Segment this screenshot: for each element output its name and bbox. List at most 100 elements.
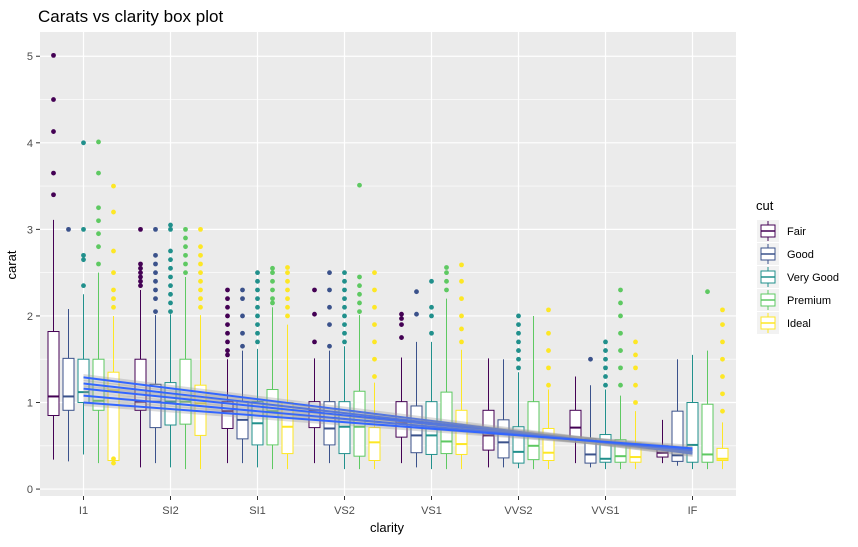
outlier-point	[444, 278, 449, 284]
outlier-point	[459, 278, 464, 284]
outlier-point	[372, 322, 377, 327]
box	[569, 376, 582, 464]
x-tick-label: SI2	[162, 505, 179, 517]
outlier-point	[198, 278, 203, 284]
outlier-point	[270, 296, 275, 302]
box	[716, 307, 729, 470]
series-good	[62, 226, 684, 468]
outlier-point	[459, 262, 464, 268]
outlier-point	[225, 304, 230, 310]
box-body	[368, 427, 381, 462]
outlier-point	[285, 313, 290, 319]
y-axis-label: carat	[4, 250, 19, 279]
box	[236, 287, 249, 464]
outlier-point	[516, 313, 521, 319]
outlier-point	[633, 339, 638, 345]
outlier-point	[198, 270, 203, 276]
outlier-point	[81, 283, 86, 289]
outlier-point	[285, 287, 290, 293]
outlier-point	[546, 307, 551, 313]
outlier-point	[342, 322, 347, 327]
outlier-point	[168, 309, 173, 315]
box-body	[671, 410, 684, 462]
outlier-point	[168, 283, 173, 289]
outlier-point	[153, 226, 158, 232]
outlier-point	[240, 330, 245, 336]
outlier-point	[546, 365, 551, 371]
outlier-point	[342, 339, 347, 345]
outlier-point	[444, 270, 449, 276]
outlier-point	[96, 170, 101, 176]
outlier-point	[516, 356, 521, 362]
box-body	[512, 426, 525, 464]
outlier-point	[138, 270, 143, 276]
outlier-point	[81, 226, 86, 232]
outlier-point	[399, 335, 404, 340]
outlier-point	[342, 304, 347, 310]
outlier-point	[603, 374, 608, 379]
outlier-point	[138, 274, 143, 280]
box-body	[542, 427, 555, 462]
outlier-point	[225, 313, 230, 319]
box-body	[149, 383, 162, 429]
x-tick-label: I1	[79, 505, 88, 517]
outlier-point	[183, 235, 188, 241]
outlier-point	[138, 226, 143, 232]
outlier-point	[516, 365, 521, 371]
outlier-point	[168, 274, 173, 280]
outlier-point	[312, 339, 317, 345]
outlier-point	[111, 248, 116, 254]
outlier-point	[516, 330, 521, 336]
outlier-point	[399, 316, 404, 321]
outlier-point	[312, 311, 317, 317]
outlier-point	[96, 231, 101, 237]
outlier-point	[81, 257, 86, 263]
outlier-point	[153, 261, 158, 267]
outlier-point	[111, 296, 116, 302]
outlier-point	[270, 300, 275, 306]
outlier-point	[168, 300, 173, 306]
outlier-point	[372, 270, 377, 276]
outlier-point	[138, 278, 143, 284]
outlier-point	[96, 261, 101, 267]
legend-label: Premium	[787, 295, 831, 307]
x-tick-label: VS1	[421, 505, 442, 517]
outlier-point	[240, 343, 245, 349]
outlier-point	[603, 348, 608, 353]
x-tick-label: IF	[688, 505, 698, 517]
box	[542, 307, 555, 470]
outlier-point	[618, 330, 623, 336]
outlier-point	[459, 326, 464, 332]
outlier-point	[372, 304, 377, 310]
outlier-point	[633, 352, 638, 358]
outlier-point	[225, 339, 230, 345]
outlier-point	[705, 289, 710, 295]
box	[527, 315, 540, 470]
outlier-point	[183, 252, 188, 258]
box	[614, 287, 627, 470]
outlier-point	[459, 313, 464, 319]
outlier-point	[225, 322, 230, 327]
outlier-point	[357, 300, 362, 306]
x-axis: I1 SI2 SI1 VS2 VS1 VVS2 VVS1 IF	[79, 496, 698, 517]
outlier-point	[96, 139, 101, 145]
box	[47, 52, 60, 460]
box-body	[410, 405, 423, 454]
outlier-point	[270, 287, 275, 293]
outlier-point	[225, 287, 230, 293]
outlier-point	[51, 192, 56, 198]
outlier-point	[111, 183, 116, 189]
outlier-point	[285, 265, 290, 270]
y-tick-label: 2	[27, 311, 33, 323]
outlier-point	[546, 382, 551, 388]
outlier-point	[285, 278, 290, 284]
outlier-point	[516, 339, 521, 345]
outlier-point	[111, 460, 116, 466]
outlier-point	[198, 261, 203, 267]
outlier-point	[255, 322, 260, 327]
outlier-point	[516, 322, 521, 327]
y-tick-label: 0	[27, 484, 33, 496]
outlier-point	[255, 287, 260, 293]
